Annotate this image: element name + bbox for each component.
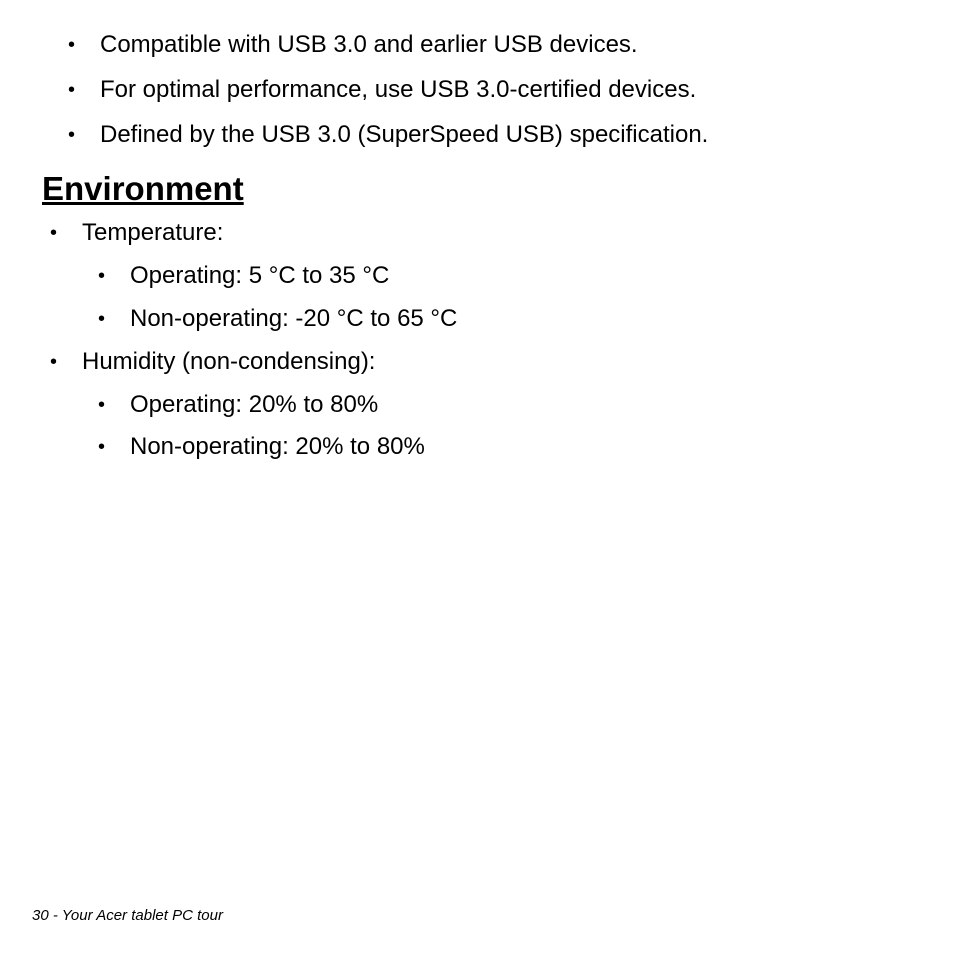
humidity-non-operating: Non-operating: 20% to 80%	[130, 430, 425, 465]
temperature-label: Temperature:	[82, 216, 223, 251]
list-item-text: Defined by the USB 3.0 (SuperSpeed USB) …	[100, 118, 708, 153]
list-item: • Non-operating: -20 °C to 65 °C	[42, 302, 912, 337]
temperature-sublist: • Operating: 5 °C to 35 °C • Non-operati…	[42, 259, 912, 337]
bullet-icon: •	[50, 216, 82, 250]
humidity-item: • Humidity (non-condensing): • Operating…	[42, 345, 912, 465]
bullet-icon: •	[98, 259, 130, 293]
page-footer: 30 - Your Acer tablet PC tour	[32, 907, 223, 924]
environment-list: • Temperature: • Operating: 5 °C to 35 °…	[42, 216, 912, 465]
list-item: • Operating: 5 °C to 35 °C	[42, 259, 912, 294]
bullet-icon: •	[50, 345, 82, 379]
temperature-item: • Temperature: • Operating: 5 °C to 35 °…	[42, 216, 912, 336]
list-item: • For optimal performance, use USB 3.0-c…	[42, 73, 912, 108]
list-item-text: Compatible with USB 3.0 and earlier USB …	[100, 28, 638, 63]
bullet-icon: •	[68, 118, 100, 152]
temperature-non-operating: Non-operating: -20 °C to 65 °C	[130, 302, 457, 337]
environment-heading: Environment	[42, 170, 912, 208]
humidity-sublist: • Operating: 20% to 80% • Non-operating:…	[42, 388, 912, 466]
bullet-icon: •	[98, 430, 130, 464]
bullet-icon: •	[98, 388, 130, 422]
list-item: • Defined by the USB 3.0 (SuperSpeed USB…	[42, 118, 912, 153]
usb-feature-list: • Compatible with USB 3.0 and earlier US…	[42, 28, 912, 152]
list-item-text: For optimal performance, use USB 3.0-cer…	[100, 73, 696, 108]
humidity-label: Humidity (non-condensing):	[82, 345, 375, 380]
list-item: • Compatible with USB 3.0 and earlier US…	[42, 28, 912, 63]
list-item: • Operating: 20% to 80%	[42, 388, 912, 423]
humidity-operating: Operating: 20% to 80%	[130, 388, 378, 423]
bullet-icon: •	[68, 28, 100, 62]
bullet-icon: •	[68, 73, 100, 107]
temperature-operating: Operating: 5 °C to 35 °C	[130, 259, 389, 294]
bullet-icon: •	[98, 302, 130, 336]
list-item: • Non-operating: 20% to 80%	[42, 430, 912, 465]
